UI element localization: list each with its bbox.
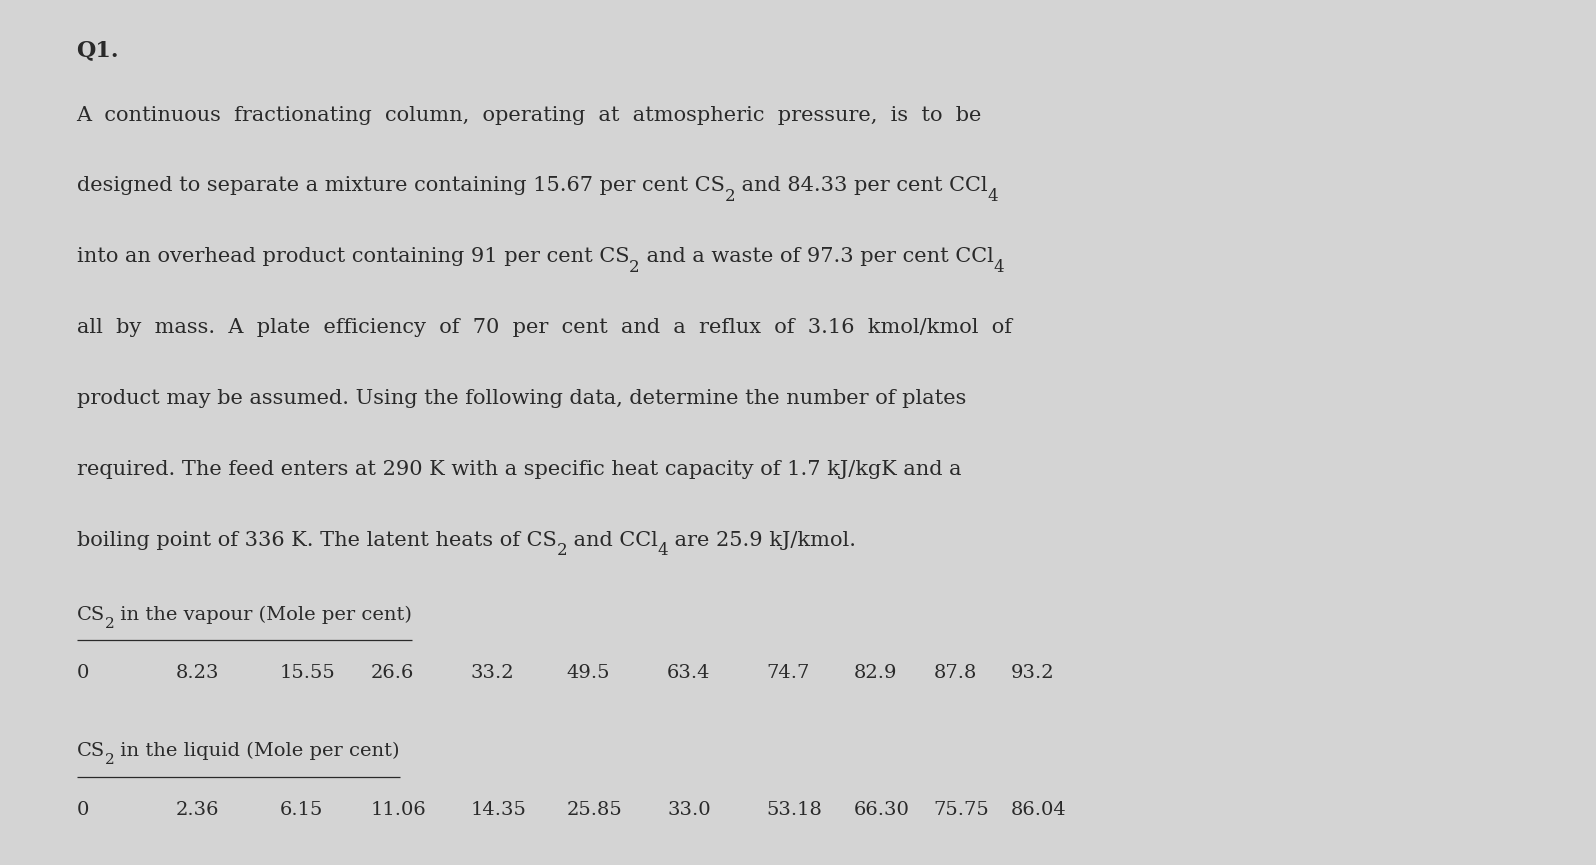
Text: 26.6: 26.6 bbox=[370, 664, 413, 682]
Text: 2: 2 bbox=[105, 753, 115, 767]
Text: 2.36: 2.36 bbox=[176, 801, 219, 819]
Text: and CCl: and CCl bbox=[567, 531, 658, 550]
Text: boiling point of 336 K. The latent heats of CS: boiling point of 336 K. The latent heats… bbox=[77, 531, 557, 550]
Text: 4: 4 bbox=[988, 188, 999, 205]
Text: 15.55: 15.55 bbox=[279, 664, 335, 682]
Text: 2: 2 bbox=[105, 617, 115, 631]
Text: 8.23: 8.23 bbox=[176, 664, 219, 682]
Text: required. The feed enters at 290 K with a specific heat capacity of 1.7 kJ/kgK a: required. The feed enters at 290 K with … bbox=[77, 460, 961, 479]
Text: 93.2: 93.2 bbox=[1010, 664, 1053, 682]
Text: CS: CS bbox=[77, 742, 105, 760]
Text: 2: 2 bbox=[557, 542, 567, 560]
Text: 2: 2 bbox=[629, 259, 640, 276]
Text: in the vapour (Mole per cent): in the vapour (Mole per cent) bbox=[115, 606, 412, 624]
Text: 14.35: 14.35 bbox=[471, 801, 527, 819]
Text: 53.18: 53.18 bbox=[766, 801, 822, 819]
Text: all  by  mass.  A  plate  efficiency  of  70  per  cent  and  a  reflux  of  3.1: all by mass. A plate efficiency of 70 pe… bbox=[77, 318, 1012, 337]
Text: 82.9: 82.9 bbox=[854, 664, 897, 682]
Text: CS: CS bbox=[77, 606, 105, 624]
Text: A  continuous  fractionating  column,  operating  at  atmospheric  pressure,  is: A continuous fractionating column, opera… bbox=[77, 106, 982, 125]
Text: 4: 4 bbox=[994, 259, 1004, 276]
Text: designed to separate a mixture containing 15.67 per cent CS: designed to separate a mixture containin… bbox=[77, 176, 725, 195]
Text: 4: 4 bbox=[658, 542, 669, 560]
Text: product may be assumed. Using the following data, determine the number of plates: product may be assumed. Using the follow… bbox=[77, 389, 966, 408]
Text: and 84.33 per cent CCl: and 84.33 per cent CCl bbox=[736, 176, 988, 195]
Text: 25.85: 25.85 bbox=[567, 801, 622, 819]
Text: 49.5: 49.5 bbox=[567, 664, 610, 682]
Text: 75.75: 75.75 bbox=[934, 801, 990, 819]
Text: in the liquid (Mole per cent): in the liquid (Mole per cent) bbox=[115, 742, 401, 760]
Text: 33.0: 33.0 bbox=[667, 801, 710, 819]
Text: 6.15: 6.15 bbox=[279, 801, 322, 819]
Text: 0: 0 bbox=[77, 664, 89, 682]
Text: and a waste of 97.3 per cent CCl: and a waste of 97.3 per cent CCl bbox=[640, 247, 994, 266]
Text: 66.30: 66.30 bbox=[854, 801, 910, 819]
Text: 2: 2 bbox=[725, 188, 736, 205]
Text: 86.04: 86.04 bbox=[1010, 801, 1066, 819]
Text: are 25.9 kJ/kmol.: are 25.9 kJ/kmol. bbox=[669, 531, 857, 550]
Text: 33.2: 33.2 bbox=[471, 664, 514, 682]
Text: 11.06: 11.06 bbox=[370, 801, 426, 819]
Text: 74.7: 74.7 bbox=[766, 664, 809, 682]
Text: 63.4: 63.4 bbox=[667, 664, 710, 682]
Text: 0: 0 bbox=[77, 801, 89, 819]
Text: Q1.: Q1. bbox=[77, 39, 120, 61]
Text: 87.8: 87.8 bbox=[934, 664, 977, 682]
Text: into an overhead product containing 91 per cent CS: into an overhead product containing 91 p… bbox=[77, 247, 629, 266]
